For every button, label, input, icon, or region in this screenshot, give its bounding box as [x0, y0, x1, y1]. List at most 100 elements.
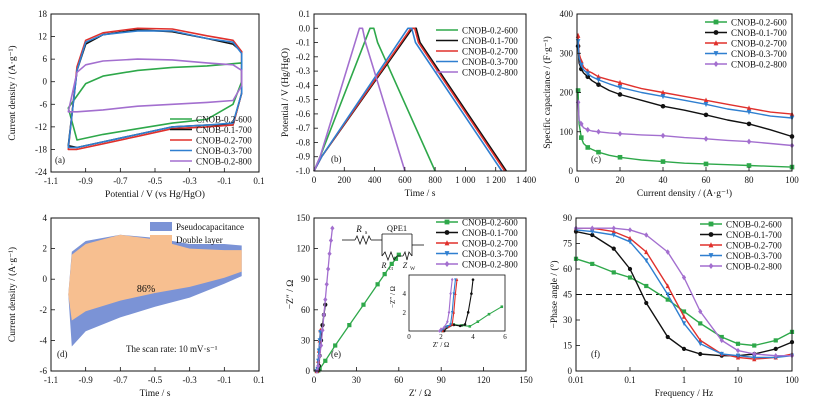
chart-f-legend-marker [708, 253, 714, 259]
chart-d-ytick-label: -4 [40, 335, 48, 345]
chart-f-point-CNOB-0.2-800 [735, 347, 741, 354]
chart-e-point-CNOB-0.2-800 [324, 281, 329, 287]
chart-c-point-CNOB-0.2-800 [617, 130, 623, 137]
chart-f-xtick-label: 0.01 [568, 375, 584, 385]
chart-f-point-CNOB-0.2-800 [665, 249, 670, 255]
chart-c-point-CNOB-0.3-700 [703, 101, 709, 108]
chart-a-xtick-label: -0.5 [148, 176, 163, 186]
chart-e-inset-point-CNOB-0.2-800 [449, 291, 452, 296]
chart-e-inset-point-CNOB-0.1-700 [458, 324, 462, 328]
chart-c-point-CNOB-0.2-800 [585, 126, 591, 133]
chart-c-point-CNOB-0.1-700 [585, 74, 591, 80]
chart-f-point-CNOB-0.2-600 [681, 309, 687, 314]
chart-f-xtick-label: 10 [734, 375, 744, 385]
chart-f-point-CNOB-0.2-600 [719, 334, 724, 340]
chart-b-ytick-label: -0.9 [296, 152, 311, 162]
chart-f-point-CNOB-0.3-700 [752, 355, 757, 360]
chart-c-legend-marker [713, 19, 719, 25]
chart-c-xtick-label: 20 [616, 175, 626, 185]
chart-d-legend-swatch [150, 235, 172, 244]
chart-b-xtick-label: 600 [398, 175, 412, 185]
chart-f-point-CNOB-0.2-600 [735, 341, 741, 346]
chart-e-inset-ytick-label: 4 [403, 290, 407, 298]
chart-e-inset-point-CNOB-0.2-700 [454, 291, 457, 295]
chart-e-inset-point-CNOB-0.2-700 [447, 324, 451, 328]
chart-b-series-CNOB-0.3-700 [313, 27, 503, 172]
chart-c-legend-marker [713, 30, 719, 35]
chart-c-point-CNOB-0.2-800 [746, 138, 752, 145]
chart-f-point-CNOB-0.2-800 [719, 337, 724, 344]
chart-f-point-CNOB-0.2-800 [773, 353, 778, 359]
chart-e-point-CNOB-0.2-600 [393, 256, 399, 261]
chart-f-ytick-label: 0 [568, 366, 573, 376]
chart-e-point-CNOB-0.2-600 [382, 272, 387, 277]
chart-f-point-CNOB-0.2-800 [681, 274, 687, 281]
chart-d-area-double-layer [68, 234, 242, 321]
chart-a-xtick-label: -0.3 [183, 176, 198, 186]
chart-b-series-CNOB-0.2-600 [313, 27, 436, 172]
chart-f-series-CNOB-0.2-600 [575, 258, 793, 347]
chart-e-inset-xtick-label: 0 [407, 333, 411, 341]
chart-c-xtick-label: 60 [702, 175, 712, 185]
chart-f-ytick-label: 75 [563, 239, 573, 249]
chart-e-xtick-label: 90 [437, 375, 447, 385]
chart-b-ytick-label: -0.1 [296, 38, 310, 48]
chart-c-point-CNOB-0.2-700 [660, 89, 666, 95]
chart-c-legend-label: CNOB-0.2-600 [731, 18, 787, 28]
chart-e-legend-marker [444, 261, 450, 267]
chart-a-ytick-label: -24 [35, 167, 47, 177]
chart-f-point-CNOB-0.1-700 [681, 346, 687, 351]
chart-f-point-CNOB-0.2-800 [698, 308, 703, 315]
chart-e-inset-point-CNOB-0.3-700 [450, 311, 454, 315]
chart-e-inset-xtick-label: 6 [503, 333, 507, 341]
chart-e-circuit-label-rct-sub: ct [389, 266, 393, 272]
chart-d-ylabel: Current density / (A·g⁻¹) [7, 247, 18, 342]
chart-e-point-CNOB-0.2-800 [321, 312, 326, 318]
chart-a-legend-label: CNOB-0.1-700 [196, 125, 252, 135]
chart-c-panel-label: (c) [591, 154, 601, 164]
chart-e-inset-point-CNOB-0.2-700 [452, 310, 456, 314]
chart-e-xtick-label: 150 [519, 375, 533, 385]
chart-f-legend-marker [708, 263, 714, 269]
chart-a-ytick-label: 0 [43, 77, 48, 87]
chart-b-ytick-label: -0.7 [296, 123, 311, 133]
chart-b-xtick-label: 1 400 [516, 175, 537, 185]
chart-d-ytick-label: 2 [43, 244, 48, 254]
chart-e-inset-point-CNOB-0.3-700 [446, 325, 449, 329]
chart-d-xtick-label: -0.9 [79, 375, 94, 385]
chart-e-ylabel: −Z″ / Ω [286, 280, 296, 310]
chart-c-point-CNOB-0.2-600 [596, 149, 601, 155]
chart-f-point-CNOB-0.1-700 [644, 300, 649, 306]
chart-e-xtick-label: 60 [394, 375, 404, 385]
chart-f-legend-label: CNOB-0.3-700 [726, 251, 782, 261]
chart-e-inset-ytick-label: 2 [403, 309, 407, 317]
chart-b-ytick-label: 0.0 [299, 23, 311, 33]
chart-e-circuit-label-rs: R [355, 224, 362, 234]
chart-a-series-CNOB-0.3-700 [67, 30, 243, 149]
chart-e-inset-point-CNOB-0.2-800 [438, 329, 441, 333]
chart-a-series-CNOB-0.2-700 [67, 27, 243, 151]
chart-d-xtick-label: 0.1 [253, 375, 264, 385]
chart-f-point-CNOB-0.1-700 [627, 266, 633, 272]
chart-b-ytick-label: 0.1 [299, 9, 310, 19]
chart-e-circuit-label-rct: R [381, 261, 387, 270]
chart-e-inset-point-CNOB-0.2-800 [447, 310, 451, 315]
chart-e-inset-point-CNOB-0.2-700 [441, 329, 444, 333]
chart-f-ytick-label: 15 [563, 341, 573, 351]
chart-e-point-CNOB-0.2-800 [327, 251, 332, 257]
chart-c-point-CNOB-0.1-700 [660, 103, 666, 109]
chart-c-ylabel: Specific capacitance / (F·g⁻¹) [542, 36, 553, 149]
chart-f-xlabel: Frequency / Hz [655, 389, 714, 399]
chart-e-inset-point-CNOB-0.3-700 [454, 278, 457, 282]
chart-a-xtick-label: -0.7 [113, 176, 128, 186]
chart-b-ytick-label: -0.6 [296, 109, 311, 119]
chart-e-point-CNOB-0.2-600 [323, 358, 328, 363]
chart-f-point-CNOB-0.2-700 [627, 235, 633, 241]
chart-f-xtick-label: 1 [682, 375, 687, 385]
chart-e-legend-marker [444, 230, 450, 235]
chart-f-point-CNOB-0.2-700 [644, 249, 649, 255]
chart-e-circuit-label-zw: Z [403, 261, 408, 270]
chart-f-point-CNOB-0.3-700 [590, 229, 595, 235]
chart-c-point-CNOB-0.1-700 [746, 121, 752, 127]
